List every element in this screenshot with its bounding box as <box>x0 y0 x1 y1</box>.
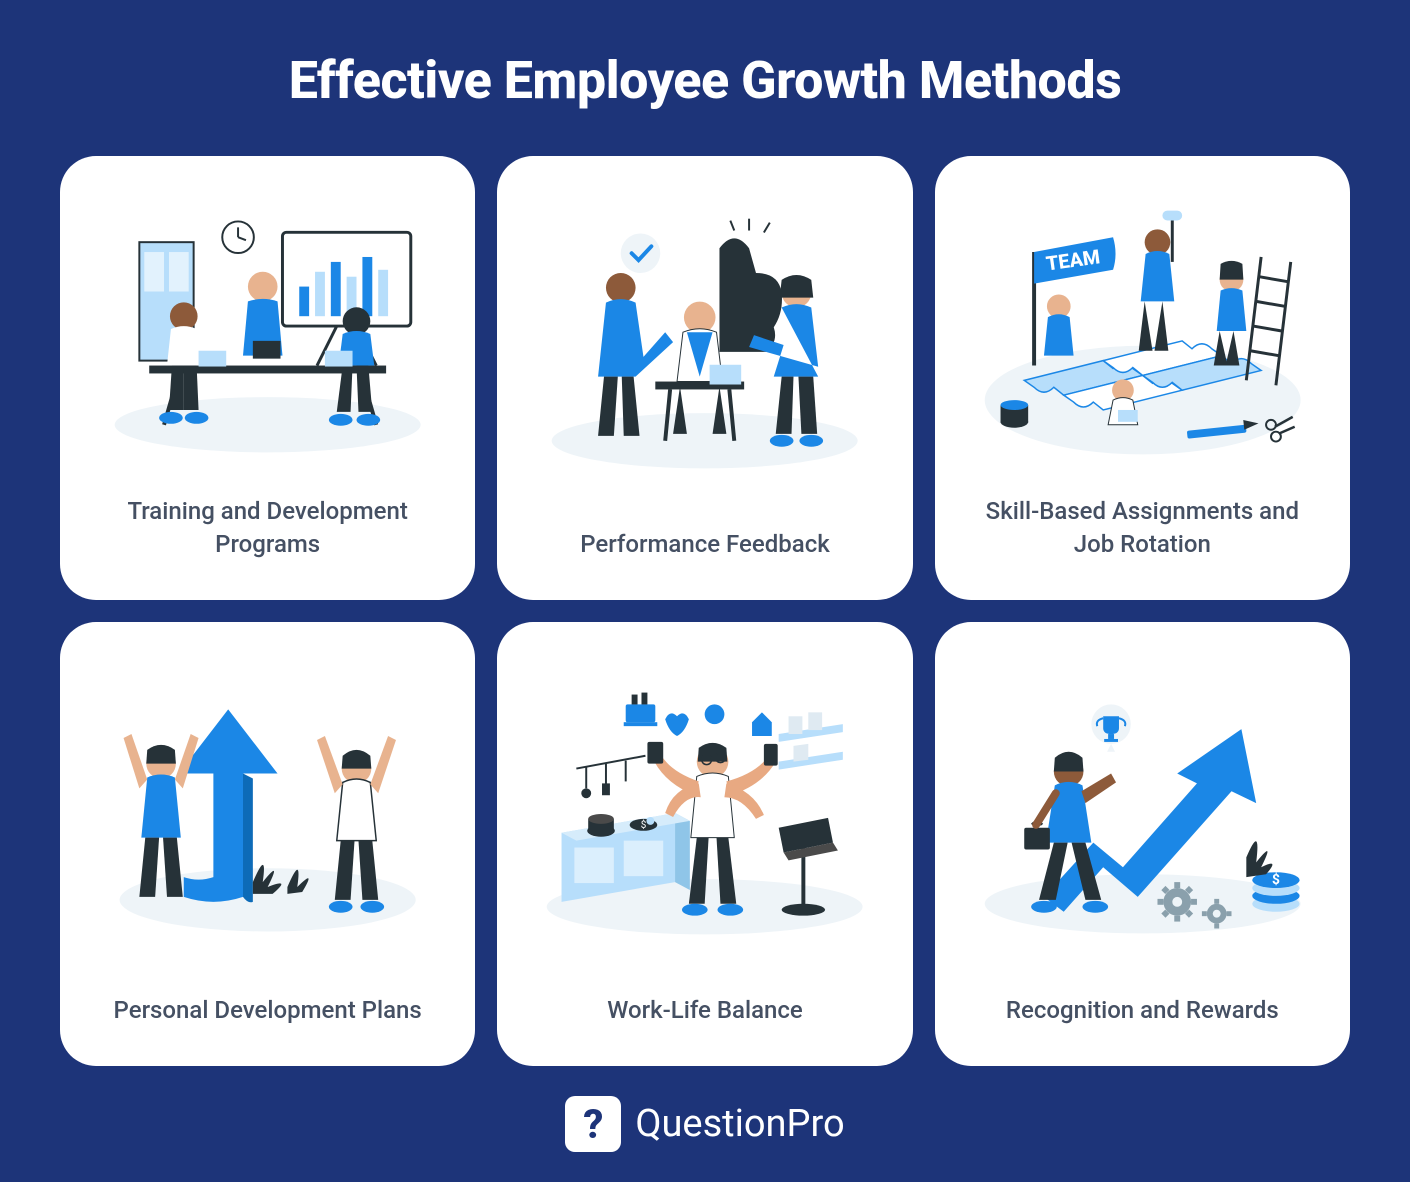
team-icon: TEAM <box>965 186 1320 475</box>
card-balance: $ <box>497 622 912 1066</box>
card-training: Training and Development Programs <box>60 156 475 600</box>
card-recognition: $ <box>935 622 1350 1066</box>
card-development: Personal Development Plans <box>60 622 475 1066</box>
card-skill: TEAM <box>935 156 1350 600</box>
balance-icon: $ <box>527 652 882 974</box>
feedback-icon <box>527 186 882 508</box>
card-label: Training and Development Programs <box>90 495 445 560</box>
svg-text:$: $ <box>1272 871 1280 888</box>
card-label: Performance Feedback <box>580 528 830 560</box>
card-label: Work-Life Balance <box>607 994 803 1026</box>
page-title: Effective Employee Growth Methods <box>289 50 1122 111</box>
rewards-icon: $ <box>965 652 1320 974</box>
brand-footer: ? QuestionPro <box>565 1096 844 1152</box>
infographic-page: Effective Employee Growth Methods <box>0 0 1410 1182</box>
card-label: Personal Development Plans <box>114 994 422 1026</box>
brand-name: QuestionPro <box>635 1102 844 1146</box>
card-label: Skill-Based Assignments and Job Rotation <box>965 495 1320 560</box>
brand-logo-char: ? <box>583 1101 603 1148</box>
training-icon <box>90 186 445 475</box>
svg-text:$: $ <box>641 820 647 831</box>
growth-arrow-icon <box>90 652 445 974</box>
card-grid: Training and Development Programs <box>60 156 1350 1066</box>
card-label: Recognition and Rewards <box>1006 994 1279 1026</box>
brand-logo-icon: ? <box>565 1096 621 1152</box>
card-feedback: Performance Feedback <box>497 156 912 600</box>
